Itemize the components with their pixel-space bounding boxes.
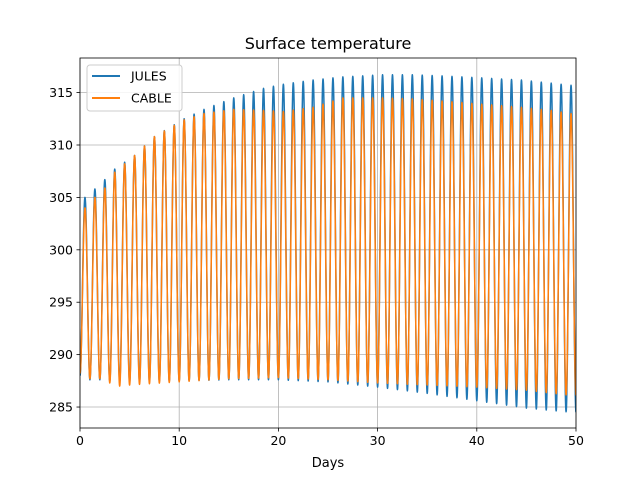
chart-title: Surface temperature bbox=[245, 34, 412, 53]
x-tick-label: 20 bbox=[270, 433, 286, 448]
legend-label-jules: JULES bbox=[130, 69, 167, 84]
legend: JULES CABLE bbox=[86, 64, 183, 112]
y-tick-label: 310 bbox=[49, 137, 73, 152]
y-tick-label: 300 bbox=[49, 242, 73, 257]
y-tick-label: 315 bbox=[49, 85, 73, 100]
x-tick-label: 50 bbox=[568, 433, 584, 448]
x-tick-label: 30 bbox=[370, 433, 386, 448]
legend-label-cable: CABLE bbox=[131, 91, 172, 106]
x-tick-label: 40 bbox=[469, 433, 485, 448]
series-line-cable bbox=[80, 97, 576, 396]
x-axis-label: Days bbox=[312, 456, 345, 471]
y-tick-label: 290 bbox=[49, 347, 73, 362]
plot-frame bbox=[79, 57, 577, 429]
y-tick-label: 295 bbox=[49, 295, 73, 310]
y-tick-label: 305 bbox=[49, 190, 73, 205]
y-tick-label: 285 bbox=[49, 400, 73, 415]
x-axis: 0 10 20 30 40 50 bbox=[76, 428, 584, 448]
x-tick-label: 10 bbox=[171, 433, 187, 448]
series-layer bbox=[80, 74, 576, 413]
y-axis: 285 290 295 300 305 310 315 bbox=[49, 85, 80, 415]
x-tick-label: 0 bbox=[76, 433, 84, 448]
